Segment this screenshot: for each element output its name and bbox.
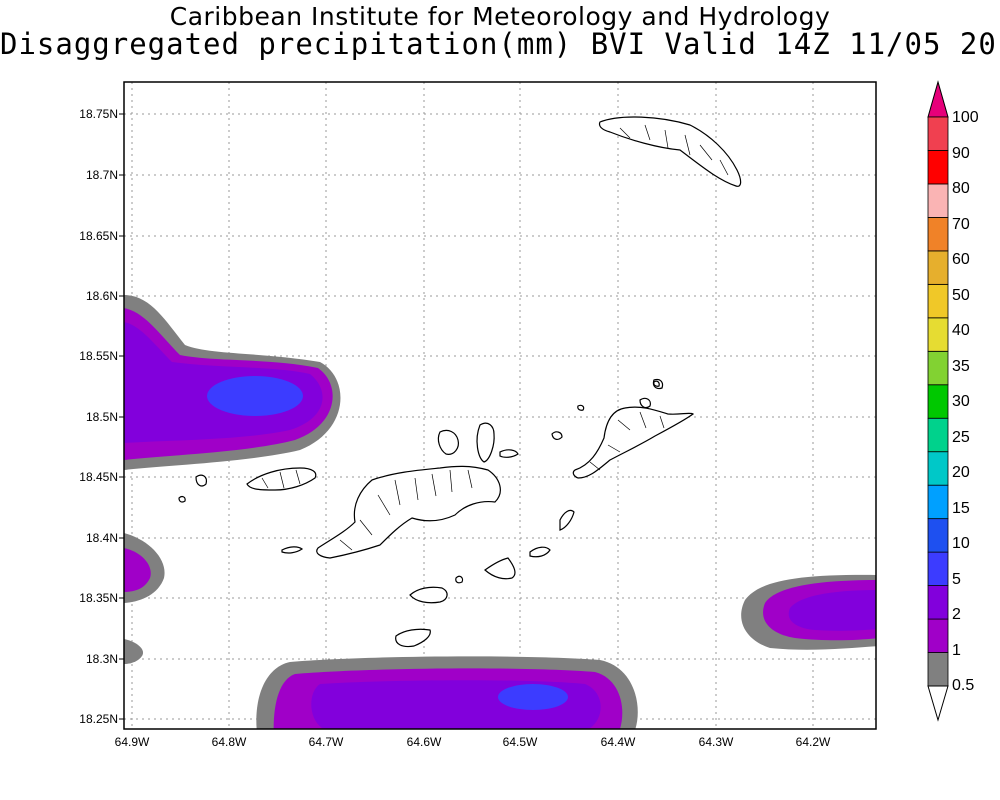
y-tick-label: 18.5N bbox=[86, 410, 118, 424]
legend-label: 70 bbox=[952, 216, 970, 233]
legend-label: 60 bbox=[952, 251, 970, 268]
legend-label: 30 bbox=[952, 393, 970, 410]
y-tick-label: 18.65N bbox=[79, 229, 118, 243]
legend-color-box bbox=[927, 484, 949, 520]
island-fallen-jerusalem bbox=[559, 509, 575, 531]
island-norman bbox=[409, 586, 448, 604]
legend-label: 10 bbox=[952, 535, 970, 552]
island-tortola bbox=[316, 465, 501, 559]
island-great-dog bbox=[551, 431, 563, 440]
legend-color-box bbox=[927, 283, 949, 319]
legend-color-box bbox=[927, 585, 949, 620]
island-mosquito bbox=[639, 397, 651, 409]
legend-label: 40 bbox=[952, 322, 970, 339]
map-subtitle: Disaggregated precipitation(mm) BVI Vali… bbox=[0, 27, 1000, 61]
island-anegada bbox=[598, 116, 742, 187]
x-tick-label: 64.9W bbox=[115, 735, 150, 749]
legend-label: 0.5 bbox=[952, 677, 974, 694]
legend-label: 5 bbox=[952, 571, 961, 588]
legend-top-arrow bbox=[927, 80, 949, 118]
legend-color-box bbox=[927, 217, 949, 252]
legend-label: 90 bbox=[952, 145, 970, 162]
x-tick-label: 64.7W bbox=[309, 735, 344, 749]
island-ginger bbox=[529, 546, 551, 558]
color-legend bbox=[927, 80, 949, 722]
legend-color-box bbox=[927, 317, 949, 352]
legend-label: 20 bbox=[952, 464, 970, 481]
legend-label: 50 bbox=[952, 287, 970, 304]
legend-label: 35 bbox=[952, 358, 970, 375]
x-tick-label: 64.8W bbox=[212, 735, 247, 749]
island-sandy-cay bbox=[178, 495, 186, 503]
legend-color-box bbox=[927, 652, 949, 687]
legend-color-box bbox=[927, 618, 949, 653]
y-tick-label: 18.55N bbox=[79, 349, 118, 363]
legend-label: 1 bbox=[952, 642, 961, 659]
map-title: Caribbean Institute for Meteorology and … bbox=[169, 2, 831, 31]
legend-color-box bbox=[927, 384, 949, 419]
island-round-rock bbox=[455, 575, 464, 584]
legend-color-box bbox=[927, 150, 949, 185]
y-tick-label: 18.35N bbox=[79, 591, 118, 605]
y-tick-label: 18.4N bbox=[86, 531, 118, 545]
x-tick-label: 64.6W bbox=[407, 735, 442, 749]
y-tick-label: 18.45N bbox=[79, 470, 118, 484]
y-tick-label: 18.3N bbox=[86, 652, 118, 666]
legend-bottom-arrow bbox=[927, 685, 949, 722]
legend-label: 2 bbox=[952, 606, 961, 623]
precip-area-south bbox=[256, 656, 638, 729]
y-tick-label: 18.7N bbox=[86, 168, 118, 182]
legend-color-box bbox=[927, 417, 949, 453]
precip-area-west bbox=[124, 295, 341, 470]
island-saba-rock bbox=[577, 404, 585, 411]
y-tick-label: 18.25N bbox=[79, 712, 118, 726]
x-tick-label: 64.5W bbox=[503, 735, 538, 749]
legend-color-box bbox=[927, 350, 949, 386]
legend-label: 15 bbox=[952, 500, 970, 517]
island-camanoe bbox=[499, 449, 519, 458]
island-boundaries bbox=[261, 124, 729, 551]
precip-area-east bbox=[741, 574, 876, 650]
island-peter bbox=[395, 628, 431, 648]
legend-color-box bbox=[927, 518, 949, 553]
x-tick-label: 64.2W bbox=[796, 735, 831, 749]
legend-label: 80 bbox=[952, 180, 970, 197]
precip-area-west-small bbox=[124, 533, 165, 664]
island-guana bbox=[476, 422, 495, 463]
legend-color-box bbox=[927, 183, 949, 218]
x-tick-label: 64.4W bbox=[601, 735, 636, 749]
island-beef bbox=[437, 429, 459, 455]
legend-label: 25 bbox=[952, 429, 970, 446]
y-tick-label: 18.75N bbox=[79, 107, 118, 121]
legend-color-box bbox=[927, 250, 949, 285]
legend-label: 100 bbox=[952, 109, 979, 126]
y-tick-label: 18.6N bbox=[86, 289, 118, 303]
precipitation-areas bbox=[124, 295, 876, 729]
island-cooper bbox=[484, 557, 516, 580]
island-jost-van-dyke bbox=[246, 467, 317, 491]
island-virgin-gorda bbox=[572, 406, 695, 479]
island-little-jost bbox=[195, 474, 207, 487]
legend-color-box bbox=[927, 451, 949, 486]
legend-color-box bbox=[927, 551, 949, 586]
island-little-thatch bbox=[281, 546, 304, 554]
plot-frame bbox=[123, 81, 877, 730]
x-tick-label: 64.3W bbox=[699, 735, 734, 749]
island-necker bbox=[653, 380, 660, 387]
legend-color-box bbox=[927, 116, 949, 151]
